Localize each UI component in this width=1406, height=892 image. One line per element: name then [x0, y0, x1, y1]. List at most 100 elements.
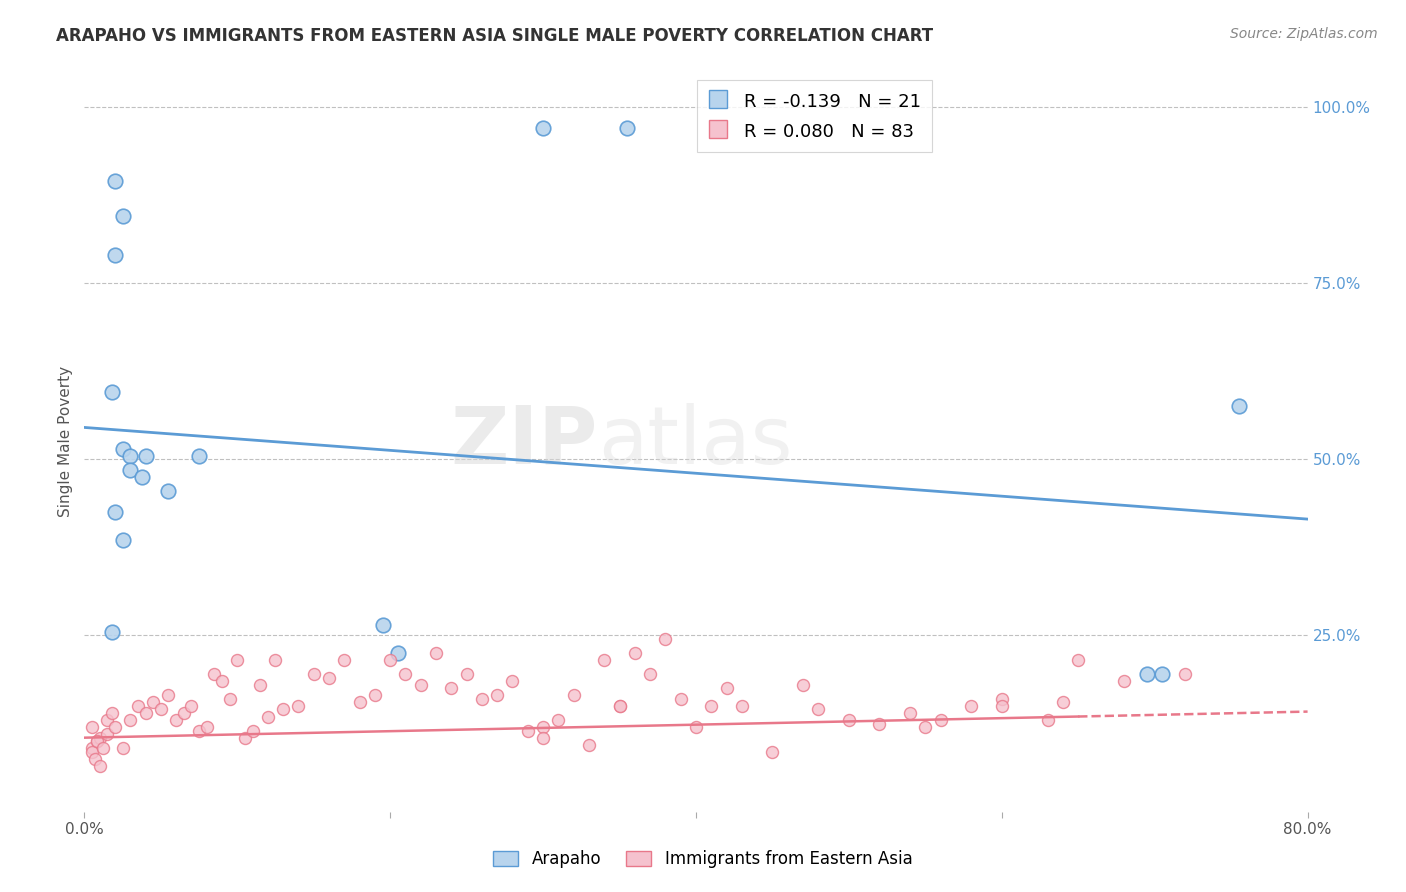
Point [180, 698, 202, 713]
Point [104, 720, 127, 734]
Point [394, 667, 416, 681]
Legend: Arapaho, Immigrants from Eastern Asia: Arapaho, Immigrants from Eastern Asia [486, 844, 920, 875]
Point [1052, 695, 1074, 709]
Text: Source: ZipAtlas.com: Source: ZipAtlas.com [1230, 27, 1378, 41]
Point [318, 671, 340, 685]
Point [120, 449, 142, 463]
Point [111, 533, 134, 548]
Point [471, 692, 494, 706]
Point [157, 483, 180, 498]
Point [120, 713, 142, 727]
Point [135, 449, 157, 463]
Point [302, 667, 325, 681]
Point [1152, 667, 1174, 681]
Point [287, 698, 309, 713]
Legend: R = -0.139   N = 21, R = 0.080   N = 83: R = -0.139 N = 21, R = 0.080 N = 83 [697, 80, 932, 152]
Point [409, 678, 432, 692]
Point [333, 653, 356, 667]
Point [127, 698, 149, 713]
Point [547, 713, 569, 727]
Point [249, 678, 271, 692]
Point [86, 734, 108, 748]
Point [349, 695, 371, 709]
Point [1227, 399, 1250, 413]
Point [104, 248, 127, 262]
Point [807, 702, 830, 716]
Point [96, 727, 118, 741]
Point [101, 706, 124, 720]
Point [111, 209, 134, 223]
Point [898, 706, 921, 720]
Point [991, 698, 1014, 713]
Point [226, 653, 249, 667]
Point [135, 706, 157, 720]
Point [685, 720, 707, 734]
Point [1136, 667, 1159, 681]
Point [188, 449, 211, 463]
Point [1067, 653, 1090, 667]
Point [838, 713, 860, 727]
Point [91, 741, 114, 756]
Point [456, 667, 478, 681]
Point [242, 723, 264, 738]
Point [195, 720, 218, 734]
Point [89, 759, 111, 773]
Point [731, 698, 754, 713]
Text: atlas: atlas [598, 402, 793, 481]
Point [149, 702, 172, 716]
Point [516, 723, 538, 738]
Point [86, 734, 108, 748]
Text: ARAPAHO VS IMMIGRANTS FROM EASTERN ASIA SINGLE MALE POVERTY CORRELATION CHART: ARAPAHO VS IMMIGRANTS FROM EASTERN ASIA … [56, 27, 934, 45]
Point [387, 646, 409, 660]
Point [264, 653, 287, 667]
Point [271, 702, 294, 716]
Point [211, 674, 233, 689]
Point [440, 681, 463, 696]
Point [616, 120, 638, 135]
Point [562, 689, 585, 703]
Point [101, 385, 124, 400]
Point [173, 706, 195, 720]
Point [425, 646, 447, 660]
Point [80, 745, 103, 759]
Point [111, 741, 134, 756]
Point [157, 689, 180, 703]
Point [218, 692, 240, 706]
Point [84, 752, 107, 766]
Point [1114, 674, 1136, 689]
Point [609, 698, 631, 713]
Point [104, 505, 127, 519]
Point [120, 463, 142, 477]
Point [700, 698, 723, 713]
Point [1174, 667, 1197, 681]
Point [578, 738, 600, 752]
Point [531, 720, 554, 734]
Point [991, 692, 1014, 706]
Point [960, 698, 983, 713]
Point [142, 695, 165, 709]
Point [104, 174, 127, 188]
Point [380, 653, 402, 667]
Point [1036, 713, 1059, 727]
Point [80, 720, 103, 734]
Point [624, 646, 647, 660]
Point [165, 713, 187, 727]
Point [761, 745, 783, 759]
Point [80, 741, 103, 756]
Point [669, 692, 692, 706]
Point [257, 709, 280, 723]
Point [502, 674, 524, 689]
Point [89, 731, 111, 745]
Point [101, 624, 124, 639]
Point [202, 667, 225, 681]
Point [188, 723, 211, 738]
Point [233, 731, 256, 745]
Point [914, 720, 936, 734]
Point [371, 618, 394, 632]
Point [792, 678, 814, 692]
Point [638, 667, 661, 681]
Point [609, 698, 631, 713]
Point [131, 470, 153, 484]
Point [364, 689, 387, 703]
Point [111, 442, 134, 456]
